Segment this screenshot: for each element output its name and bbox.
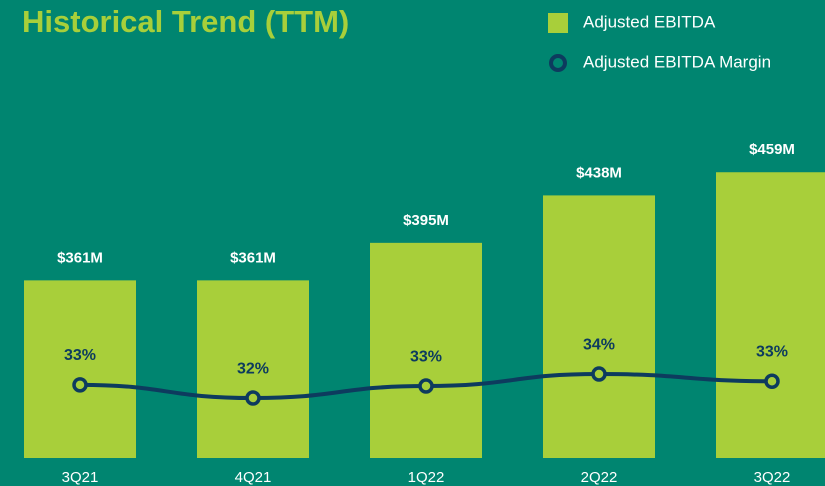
data-label: 34% xyxy=(583,336,615,353)
legend-swatch-line xyxy=(549,54,567,72)
legend-swatch-bar xyxy=(548,13,568,33)
data-label: $438M xyxy=(576,164,622,181)
data-label: 33% xyxy=(756,343,788,360)
x-tick-label: 1Q22 xyxy=(408,469,445,486)
data-label: $361M xyxy=(57,249,103,266)
x-tick-label: 4Q21 xyxy=(235,469,272,486)
line-point xyxy=(245,390,261,406)
x-tick-label: 3Q21 xyxy=(62,469,99,486)
line-point xyxy=(72,377,88,393)
data-label: 32% xyxy=(237,360,269,377)
data-label: 33% xyxy=(64,347,96,364)
data-label: 33% xyxy=(410,348,442,365)
data-label: $395M xyxy=(403,212,449,229)
line-point xyxy=(591,366,607,382)
x-tick-label: 2Q22 xyxy=(581,469,618,486)
bar xyxy=(370,242,482,458)
line-point xyxy=(418,378,434,394)
bar xyxy=(543,195,655,458)
legend-label: Adjusted EBITDA Margin xyxy=(583,52,771,71)
bar xyxy=(197,280,309,458)
bar xyxy=(716,172,825,458)
line-point xyxy=(764,373,780,389)
data-label: $361M xyxy=(230,249,276,266)
data-label: $459M xyxy=(749,141,795,158)
x-tick-label: 3Q22 xyxy=(754,469,791,486)
chart-title: Historical Trend (TTM) xyxy=(22,4,349,39)
legend-label: Adjusted EBITDA xyxy=(583,12,716,31)
bar xyxy=(24,280,136,458)
